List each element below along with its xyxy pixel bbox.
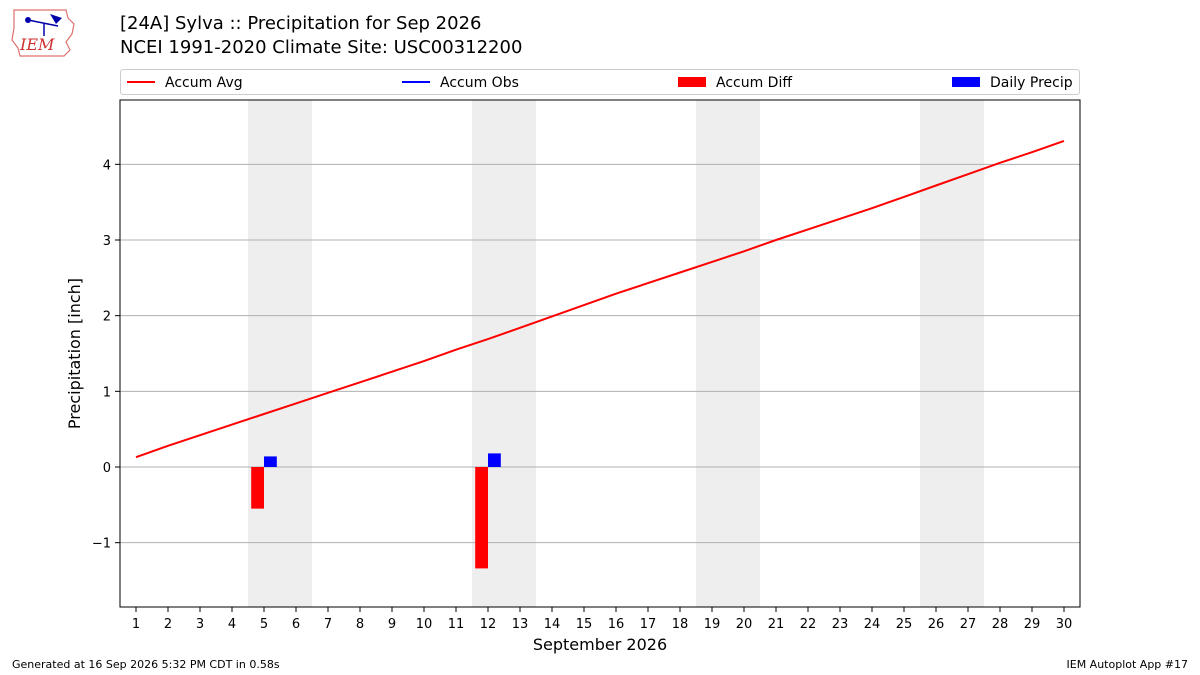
plot-frame (119, 99, 1081, 608)
daily-precip-bar (488, 453, 501, 468)
x-axis-label: September 2026 (533, 635, 667, 654)
x-tick-label: 4 (228, 617, 236, 632)
x-tick-label: 3 (196, 617, 204, 632)
legend-label: Accum Avg (165, 75, 243, 91)
x-tick-label: 14 (544, 617, 561, 632)
iem-logo: IEM (11, 9, 75, 57)
legend-swatch (402, 81, 430, 83)
accum-diff-bar (251, 467, 264, 509)
x-tick-label: 6 (292, 617, 300, 632)
x-tick-label: 15 (576, 617, 593, 632)
legend-item-accum-avg: Accum Avg (127, 73, 243, 93)
x-tick-label: 8 (356, 617, 364, 632)
app-note: IEM Autoplot App #17 (1066, 658, 1189, 671)
legend-item-accum-obs: Accum Obs (402, 73, 519, 93)
x-tick-label: 10 (416, 617, 433, 632)
accum-avg-line (135, 139, 1065, 459)
x-tick-label: 25 (896, 617, 913, 632)
y-tick-label: 2 (103, 310, 111, 325)
x-tick-label: 27 (960, 617, 977, 632)
x-tick-label: 5 (260, 617, 268, 632)
daily-precip-bar (264, 456, 277, 468)
x-tick-label: 30 (1056, 617, 1073, 632)
x-tick-label: 23 (832, 617, 849, 632)
x-tick-label: 17 (640, 617, 657, 632)
y-tick-label: 1 (103, 385, 111, 400)
chart-title: [24A] Sylva :: Precipitation for Sep 202… (120, 13, 482, 34)
x-tick-label: 19 (704, 617, 721, 632)
legend-item-daily-precip: Daily Precip (952, 73, 1073, 93)
legend-label: Accum Diff (716, 75, 793, 91)
weekend-band (696, 100, 760, 607)
x-tick-label: 7 (324, 617, 332, 632)
y-axis-label: Precipitation [inch] (65, 278, 84, 429)
x-tick-label: 20 (736, 617, 753, 632)
legend-swatch (678, 77, 706, 87)
x-tick-label: 11 (448, 617, 465, 632)
chart-subtitle: NCEI 1991-2020 Climate Site: USC00312200 (120, 37, 523, 58)
y-tick-label: 4 (103, 158, 111, 173)
chart-legend: Accum Avg Accum Obs Accum Diff Daily Pre… (120, 69, 1080, 95)
accum-diff-bar (475, 467, 488, 569)
y-tick-label: −1 (92, 537, 111, 552)
legend-swatch (127, 81, 155, 83)
legend-label: Accum Obs (440, 75, 519, 91)
x-tick-label: 18 (672, 617, 689, 632)
x-tick-label: 16 (608, 617, 625, 632)
x-tick-label: 13 (512, 617, 529, 632)
y-tick-label: 3 (103, 234, 111, 249)
x-tick-label: 22 (800, 617, 817, 632)
x-tick-label: 9 (388, 617, 396, 632)
x-tick-label: 1 (132, 617, 140, 632)
svg-text:IEM: IEM (19, 35, 55, 54)
x-tick-label: 24 (864, 617, 881, 632)
x-tick-label: 29 (1024, 617, 1041, 632)
x-tick-label: 28 (992, 617, 1009, 632)
legend-label: Daily Precip (990, 75, 1073, 91)
x-tick-label: 12 (480, 617, 497, 632)
y-tick-label: 0 (103, 461, 111, 476)
generated-note: Generated at 16 Sep 2026 5:32 PM CDT in … (12, 658, 280, 671)
x-tick-label: 26 (928, 617, 945, 632)
weekend-band (920, 100, 984, 607)
x-tick-label: 21 (768, 617, 785, 632)
legend-item-accum-diff: Accum Diff (678, 73, 792, 93)
x-tick-label: 2 (164, 617, 172, 632)
legend-swatch (952, 77, 980, 87)
weekend-band (248, 100, 312, 607)
